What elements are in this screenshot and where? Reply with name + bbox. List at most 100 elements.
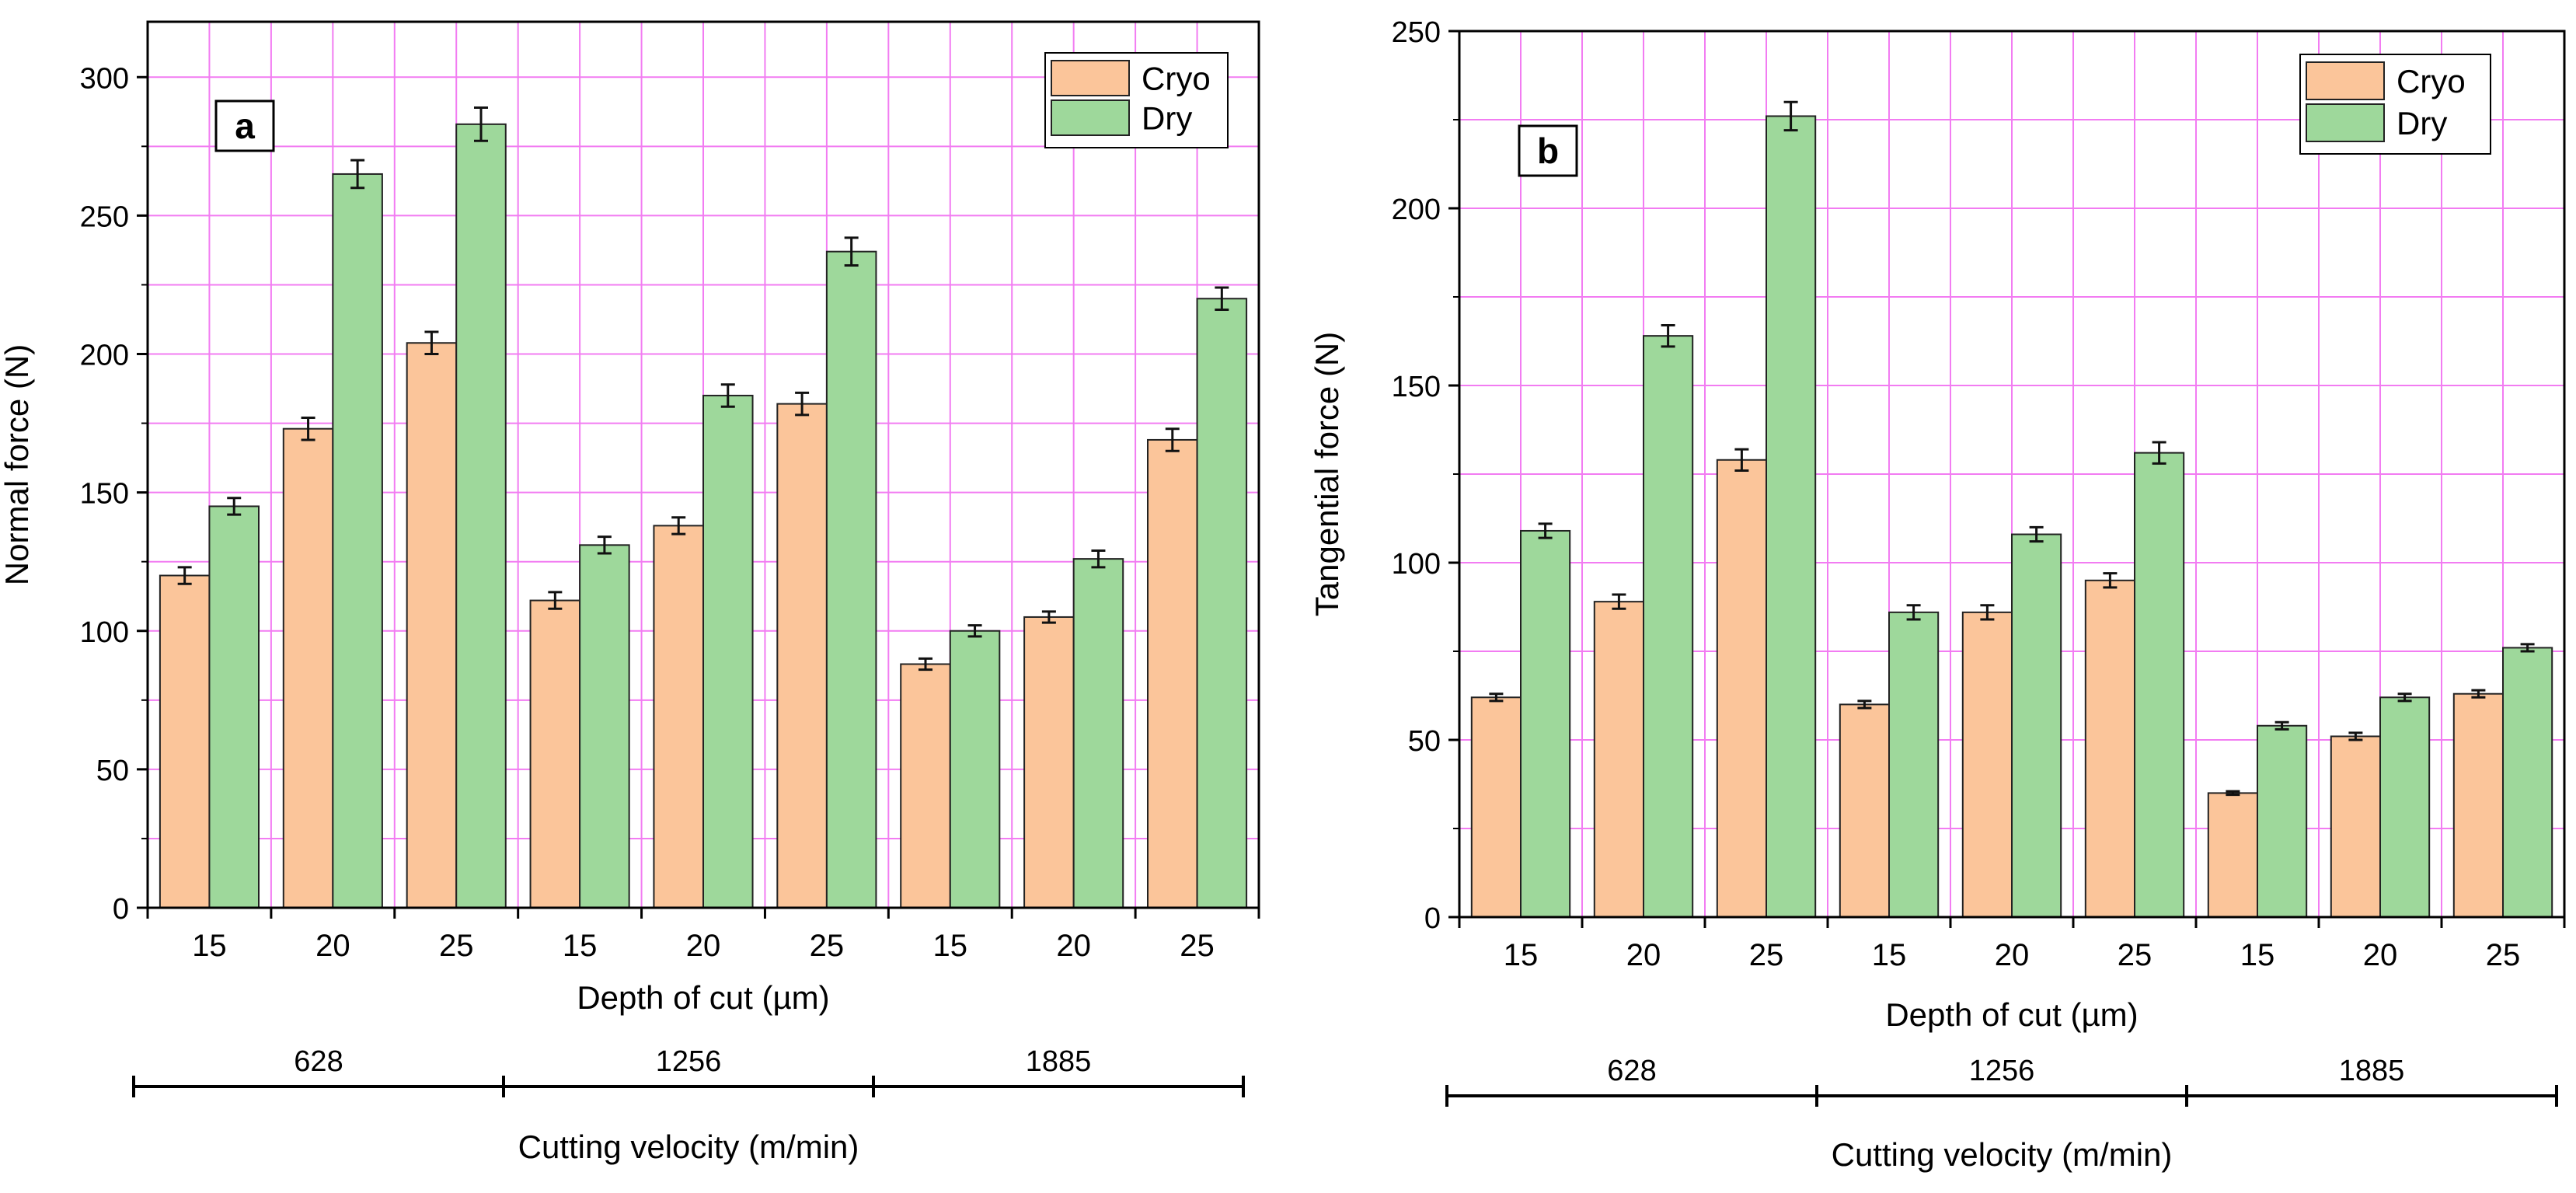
panel-b-bar-dry-5 bbox=[2134, 452, 2185, 918]
panel-b-velocity-label: 628 bbox=[1607, 1055, 1656, 1087]
panel-b-bar-cryo-7 bbox=[2330, 735, 2382, 918]
panel-a-errorbar-cryo-8 bbox=[1165, 427, 1180, 452]
panel-a-xtick-label: 25 bbox=[1180, 929, 1215, 963]
panel-b-velocity-label: 1256 bbox=[1969, 1055, 2035, 1087]
panel-a-velocity-label: 628 bbox=[294, 1045, 343, 1078]
panel-a-errorbar-dry-3 bbox=[597, 535, 612, 555]
panel-a-velocity-label: 1256 bbox=[656, 1045, 722, 1078]
panel-b-errorbar-dry-6 bbox=[2274, 720, 2289, 731]
panel-a-ytick-label: 150 bbox=[80, 478, 129, 511]
panel-a-bar-dry-6 bbox=[949, 630, 1001, 909]
panel-b-legend-swatch-cryo bbox=[2306, 61, 2385, 100]
panel-a-errorbar-dry-0 bbox=[227, 497, 242, 516]
panel-a-errorbar-cryo-2 bbox=[424, 330, 439, 355]
panel-a-x-axis-title: Depth of cut (µm) bbox=[577, 979, 829, 1016]
panel-a-errorbar-dry-2 bbox=[474, 106, 488, 142]
panel-b-errorbar-dry-8 bbox=[2520, 643, 2535, 653]
panel-b-errorbar-dry-7 bbox=[2397, 692, 2412, 703]
panel-b-xtick-label: 25 bbox=[2486, 938, 2521, 972]
panel-b-errorbar-cryo-1 bbox=[1612, 593, 1626, 610]
panel-b-errorbar-dry-5 bbox=[2152, 441, 2166, 465]
panel-a-bar-cryo-3 bbox=[529, 599, 581, 909]
panel-b-xtick-label: 20 bbox=[2363, 938, 2398, 972]
panel-b-bar-cryo-2 bbox=[1716, 459, 1768, 918]
panel-b-errorbar-dry-3 bbox=[1906, 604, 1921, 621]
panel-a-errorbar-cryo-4 bbox=[671, 516, 686, 535]
panel-b-errorbar-dry-1 bbox=[1661, 323, 1675, 348]
panel-b-bar-cryo-4 bbox=[1961, 611, 2013, 919]
panel-a-errorbar-dry-4 bbox=[720, 383, 735, 408]
panel-a-bar-dry-0 bbox=[208, 505, 260, 909]
panel-a: 0 50 100 150 200 250 300 15 20 25 15 20 25 15 20 25 Dept… bbox=[0, 20, 1260, 1165]
panel-b-errorbar-cryo-4 bbox=[1980, 604, 1995, 621]
panel-b-xtick-label: 15 bbox=[2240, 938, 2275, 972]
panel-b-errorbar-cryo-8 bbox=[2471, 689, 2486, 699]
panel-a-xtick-label: 20 bbox=[686, 929, 721, 963]
panel-a-xtick-label: 25 bbox=[810, 929, 845, 963]
panel-b-errorbar-cryo-2 bbox=[1734, 448, 1749, 472]
panel-a-bar-dry-8 bbox=[1196, 298, 1248, 909]
panel-a-ytick-label: 250 bbox=[80, 201, 129, 233]
panel-b-errorbar-dry-4 bbox=[2029, 525, 2044, 543]
panel-b-ytick-label: 0 bbox=[1424, 902, 1441, 935]
panel-b-errorbar-cryo-7 bbox=[2348, 731, 2363, 741]
panel-b-xtick-label: 25 bbox=[2118, 938, 2152, 972]
panel-b-ytick-label: 50 bbox=[1408, 725, 1441, 758]
panel-b-x-axis-title: Depth of cut (µm) bbox=[1885, 996, 2138, 1033]
panel-a-xtick-label: 15 bbox=[933, 929, 968, 963]
panel-a-velocity-title: Cutting velocity (m/min) bbox=[518, 1128, 859, 1165]
panel-a-bar-cryo-5 bbox=[776, 403, 828, 909]
panel-b-bar-cryo-5 bbox=[2084, 579, 2136, 918]
panel-a-bar-cryo-1 bbox=[282, 427, 334, 909]
panel-a-ytick-label: 300 bbox=[80, 62, 129, 95]
panel-b-legend-label-cryo: Cryo bbox=[2396, 63, 2466, 99]
panel-a-label: a bbox=[235, 106, 255, 146]
panel-a-errorbar-cryo-3 bbox=[548, 591, 563, 610]
panel-b-errorbar-cryo-6 bbox=[2226, 790, 2240, 797]
panel-b-bar-dry-8 bbox=[2502, 647, 2553, 918]
panel-b-xtick-label: 25 bbox=[1749, 938, 1784, 972]
panel-b-bar-cryo-8 bbox=[2452, 692, 2505, 918]
panel-b-velocity-label: 1885 bbox=[2339, 1055, 2405, 1087]
panel-b-ytick-label: 100 bbox=[1392, 548, 1441, 581]
panel-a-label-box bbox=[214, 99, 275, 152]
panel-a-xtick-label: 25 bbox=[439, 929, 474, 963]
panel-b-errorbar-dry-0 bbox=[1538, 522, 1553, 539]
panel-b-errorbar-dry-2 bbox=[1783, 100, 1798, 132]
panel-b-xtick-label: 20 bbox=[1995, 938, 2030, 972]
panel-a-bar-dry-1 bbox=[332, 173, 383, 909]
panel-a-frame bbox=[146, 20, 1260, 909]
panel-a-errorbar-cryo-7 bbox=[1041, 610, 1056, 624]
panel-a-errorbar-dry-5 bbox=[844, 236, 859, 267]
panel-b-ytick-label: 150 bbox=[1392, 371, 1441, 403]
panel-a-bar-cryo-4 bbox=[653, 525, 705, 909]
panel-b-bar-dry-6 bbox=[2257, 724, 2308, 919]
panel-a-velocity-label: 1885 bbox=[1026, 1045, 1092, 1078]
panel-a-xtick-label: 20 bbox=[1056, 929, 1091, 963]
panel-b-bar-dry-4 bbox=[2011, 533, 2062, 919]
panel-a-errorbar-dry-1 bbox=[350, 159, 365, 190]
panel-a-xtick-label: 15 bbox=[192, 929, 227, 963]
panel-b-xtick-label: 15 bbox=[1504, 938, 1539, 972]
panel-a-y-axis-title: Normal force (N) bbox=[0, 344, 35, 585]
panel-b-errorbar-cryo-5 bbox=[2103, 572, 2118, 589]
panel-b-bar-dry-2 bbox=[1766, 115, 1817, 919]
panel-b-legend-swatch-dry bbox=[2306, 103, 2385, 142]
panel-a-bar-dry-3 bbox=[579, 544, 630, 909]
panel-a-legend-label-cryo: Cryo bbox=[1142, 61, 1211, 97]
panel-a-xtick-label: 20 bbox=[315, 929, 350, 963]
panel-a-errorbar-cryo-0 bbox=[177, 566, 192, 585]
panel-a-bar-cryo-2 bbox=[406, 342, 458, 909]
panel-b-ytick-label: 250 bbox=[1392, 16, 1441, 49]
panel-b-label: b bbox=[1537, 131, 1559, 171]
panel-a-legend-label-dry: Dry bbox=[1142, 100, 1192, 137]
panel-a-xtick-label: 15 bbox=[563, 929, 598, 963]
panel-b-xtick-label: 15 bbox=[1872, 938, 1907, 972]
panel-b-bar-cryo-3 bbox=[1839, 703, 1891, 919]
panel-a-bar-dry-7 bbox=[1072, 558, 1124, 909]
panel-a-bar-cryo-8 bbox=[1147, 438, 1198, 909]
panel-a-bar-dry-5 bbox=[825, 250, 877, 909]
panel-b-bar-dry-1 bbox=[1643, 335, 1694, 919]
